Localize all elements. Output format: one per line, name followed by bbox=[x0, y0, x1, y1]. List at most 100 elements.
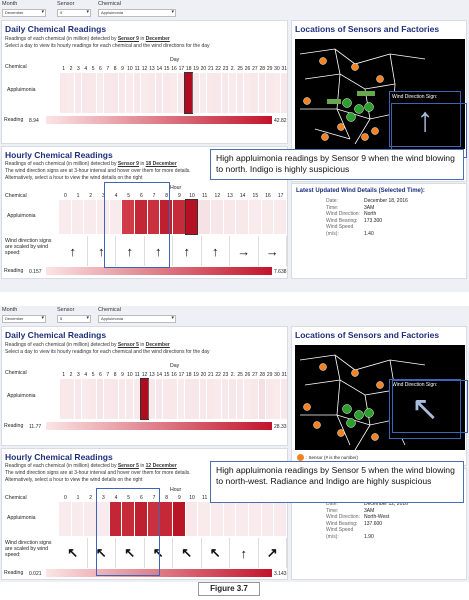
heatmap-cell[interactable] bbox=[236, 73, 244, 113]
heatmap-cell[interactable] bbox=[258, 379, 266, 419]
heatmap-cell[interactable] bbox=[96, 73, 104, 113]
heatmap-cell[interactable] bbox=[89, 379, 97, 419]
heatmap-cell[interactable] bbox=[118, 379, 126, 419]
hourly-heatmap[interactable] bbox=[59, 199, 287, 235]
heatmap-cell[interactable] bbox=[162, 73, 170, 113]
wind-arrow-icon[interactable]: ↖ bbox=[144, 538, 173, 568]
wind-direction-signs[interactable]: ↑ ↑ ↑ ↑ ↑ ↑ → → bbox=[59, 236, 287, 266]
wind-arrow-icon[interactable]: ↑ bbox=[144, 236, 173, 266]
heatmap-cell[interactable] bbox=[67, 73, 74, 113]
heatmap-cell[interactable] bbox=[147, 502, 160, 536]
heatmap-cell[interactable] bbox=[198, 502, 210, 536]
heatmap-cell[interactable] bbox=[274, 200, 286, 234]
heatmap-cell[interactable] bbox=[221, 73, 229, 113]
wind-arrow-icon[interactable]: ↗ bbox=[258, 538, 287, 568]
heatmap-cell[interactable] bbox=[211, 502, 223, 536]
heatmap-cell[interactable] bbox=[251, 379, 258, 419]
heatmap-cell[interactable] bbox=[249, 502, 261, 536]
heatmap-cell[interactable] bbox=[199, 73, 207, 113]
heatmap-cell[interactable] bbox=[82, 73, 89, 113]
heatmap-cell[interactable] bbox=[273, 73, 280, 113]
heatmap-cell[interactable] bbox=[126, 73, 133, 113]
heatmap-cell[interactable] bbox=[192, 379, 200, 419]
heatmap-cell[interactable] bbox=[139, 378, 149, 420]
heatmap-cell[interactable] bbox=[118, 73, 126, 113]
heatmap-cell[interactable] bbox=[207, 379, 214, 419]
heatmap-cell[interactable] bbox=[229, 379, 236, 419]
heatmap-cell[interactable] bbox=[104, 379, 111, 419]
heatmap-cell[interactable] bbox=[214, 73, 222, 113]
heatmap-cell[interactable] bbox=[82, 379, 89, 419]
heatmap-cell[interactable] bbox=[265, 379, 273, 419]
wind-arrow-icon[interactable]: ↑ bbox=[59, 236, 88, 266]
heatmap-cell[interactable] bbox=[221, 379, 229, 419]
heatmap-cell[interactable] bbox=[236, 379, 244, 419]
heatmap-cell[interactable] bbox=[170, 379, 177, 419]
month-select[interactable]: December bbox=[2, 9, 46, 17]
heatmap-cell[interactable] bbox=[261, 502, 274, 536]
heatmap-cell[interactable] bbox=[236, 200, 248, 234]
heatmap-cell[interactable] bbox=[135, 200, 147, 234]
heatmap-cell[interactable] bbox=[148, 379, 155, 419]
wind-direction-signs[interactable]: ↖ ↖ ↖ ↖ ↖ ↖ ↑ ↗ bbox=[59, 538, 287, 568]
wind-arrow-icon[interactable]: → bbox=[230, 236, 259, 266]
heatmap-cell[interactable] bbox=[249, 200, 261, 234]
heatmap-cell[interactable] bbox=[280, 379, 288, 419]
heatmap-cell[interactable] bbox=[160, 200, 172, 234]
heatmap-cell[interactable] bbox=[126, 379, 133, 419]
heatmap-cell[interactable] bbox=[60, 379, 67, 419]
sensor-factory-map[interactable]: Wind Direction Sign: ↑ bbox=[295, 39, 465, 149]
heatmap-cell[interactable] bbox=[60, 73, 67, 113]
heatmap-cell[interactable] bbox=[71, 502, 84, 536]
heatmap-cell[interactable] bbox=[207, 73, 214, 113]
heatmap-cell[interactable] bbox=[84, 502, 96, 536]
heatmap-cell[interactable] bbox=[59, 502, 71, 536]
heatmap-cell[interactable] bbox=[84, 200, 96, 234]
heatmap-cell[interactable] bbox=[162, 379, 170, 419]
heatmap-cell[interactable] bbox=[265, 73, 273, 113]
heatmap-cell[interactable] bbox=[184, 72, 193, 114]
heatmap-cell[interactable] bbox=[192, 73, 200, 113]
daily-heatmap[interactable] bbox=[60, 72, 288, 114]
wind-arrow-icon[interactable]: ↑ bbox=[116, 236, 145, 266]
heatmap-cell[interactable] bbox=[243, 73, 251, 113]
heatmap-cell[interactable] bbox=[274, 502, 286, 536]
heatmap-cell[interactable] bbox=[140, 73, 148, 113]
wind-arrow-icon[interactable]: → bbox=[258, 236, 287, 266]
heatmap-cell[interactable] bbox=[133, 379, 141, 419]
heatmap-cell[interactable] bbox=[89, 73, 97, 113]
chemical-select[interactable]: Appluimonia bbox=[98, 315, 176, 323]
heatmap-cell[interactable] bbox=[59, 200, 71, 234]
heatmap-cell[interactable] bbox=[258, 73, 266, 113]
heatmap-cell[interactable] bbox=[97, 502, 109, 536]
heatmap-cell[interactable] bbox=[229, 73, 236, 113]
wind-arrow-icon[interactable]: ↖ bbox=[87, 538, 116, 568]
heatmap-cell[interactable] bbox=[184, 199, 199, 235]
heatmap-cell[interactable] bbox=[173, 502, 185, 536]
heatmap-cell[interactable] bbox=[211, 200, 223, 234]
heatmap-cell[interactable] bbox=[71, 200, 84, 234]
heatmap-cell[interactable] bbox=[104, 73, 111, 113]
wind-arrow-icon[interactable]: ↖ bbox=[116, 538, 145, 568]
heatmap-cell[interactable] bbox=[185, 502, 198, 536]
wind-arrow-icon[interactable]: ↖ bbox=[201, 538, 230, 568]
hourly-heatmap[interactable] bbox=[59, 502, 287, 536]
wind-arrow-icon[interactable]: ↑ bbox=[201, 236, 230, 266]
heatmap-cell[interactable] bbox=[214, 379, 222, 419]
heatmap-cell[interactable] bbox=[122, 502, 134, 536]
heatmap-cell[interactable] bbox=[251, 73, 258, 113]
heatmap-cell[interactable] bbox=[97, 200, 109, 234]
sensor-select[interactable]: 9 bbox=[57, 9, 91, 17]
heatmap-cell[interactable] bbox=[155, 379, 163, 419]
chemical-select[interactable]: Appluimonia bbox=[98, 9, 176, 17]
sensor-select[interactable]: 5 bbox=[57, 315, 91, 323]
heatmap-cell[interactable] bbox=[147, 200, 160, 234]
heatmap-cell[interactable] bbox=[111, 73, 119, 113]
daily-heatmap[interactable] bbox=[60, 378, 288, 420]
heatmap-cell[interactable] bbox=[109, 502, 122, 536]
heatmap-cell[interactable] bbox=[170, 73, 177, 113]
heatmap-cell[interactable] bbox=[236, 502, 248, 536]
heatmap-cell[interactable] bbox=[67, 379, 74, 419]
heatmap-cell[interactable] bbox=[223, 200, 236, 234]
heatmap-cell[interactable] bbox=[199, 379, 207, 419]
